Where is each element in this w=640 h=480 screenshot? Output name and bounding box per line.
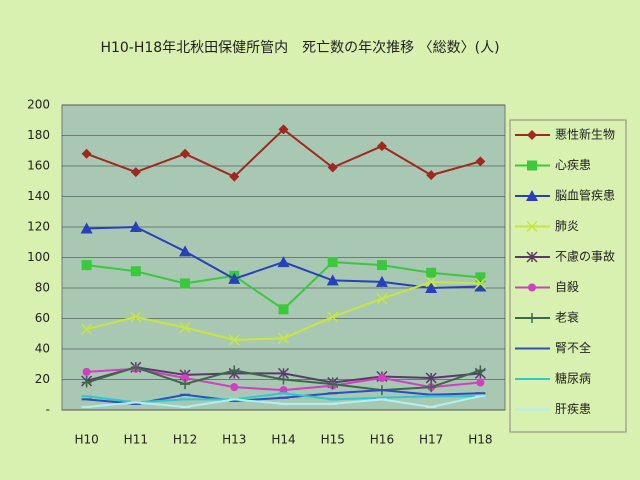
x-tick-label: H12: [173, 433, 197, 447]
point: [425, 282, 438, 293]
point: [230, 383, 239, 392]
x-tick-label: H17: [419, 433, 443, 447]
legend-label: 肝疾患: [555, 401, 591, 416]
point: [426, 267, 437, 278]
x-tick-label: H11: [124, 433, 148, 447]
legend-label: 腎不全: [555, 340, 591, 355]
point: [130, 362, 141, 373]
y-tick-label: 100: [27, 250, 50, 264]
point: [229, 365, 240, 376]
point: [277, 256, 290, 268]
point: [475, 156, 486, 167]
point: [130, 311, 142, 323]
point: [179, 245, 192, 257]
x-tick-label: H16: [370, 433, 394, 447]
point: [81, 148, 92, 159]
point: [425, 372, 437, 384]
point: [327, 257, 338, 268]
point: [277, 332, 290, 344]
point: [327, 379, 338, 390]
point: [376, 260, 387, 271]
legend-label: 自殺: [555, 280, 579, 294]
legend-marker: [526, 251, 538, 263]
point: [179, 322, 191, 334]
legend-marker: [527, 130, 537, 140]
point: [279, 386, 288, 395]
legend-label: 悪性新生物: [555, 127, 615, 142]
y-tick-label: 40: [35, 342, 50, 356]
y-tick-label: 140: [27, 189, 50, 203]
point: [129, 221, 142, 232]
point: [81, 377, 92, 388]
point: [377, 373, 386, 382]
point: [130, 266, 141, 277]
point: [425, 276, 437, 288]
y-tick-label: -: [46, 403, 50, 417]
point: [81, 323, 93, 335]
point: [180, 379, 191, 390]
y-tick-label: 200: [27, 98, 50, 112]
legend-label: 糖尿病: [555, 371, 591, 386]
legend-label: 心疾患: [555, 157, 591, 172]
point: [476, 378, 485, 387]
legend-marker: [526, 220, 538, 233]
point: [130, 167, 141, 178]
point: [426, 170, 437, 181]
point: [228, 334, 240, 346]
point: [376, 141, 387, 152]
point: [228, 272, 241, 284]
legend-marker: [528, 283, 536, 292]
point: [474, 280, 487, 292]
point: [327, 162, 338, 173]
y-tick-label: 60: [35, 311, 50, 325]
x-tick-label: H14: [271, 433, 295, 447]
point: [180, 278, 191, 289]
point: [375, 275, 388, 287]
legend-marker: [527, 313, 537, 323]
x-tick-label: H18: [468, 433, 492, 447]
point: [326, 274, 339, 286]
legend-label: 不慮の事故: [555, 249, 615, 264]
y-tick-label: 180: [27, 128, 50, 142]
point: [376, 293, 388, 305]
point: [180, 148, 191, 159]
y-tick-label: 20: [35, 372, 50, 386]
y-tick-label: 80: [35, 281, 50, 295]
legend-label: 老衰: [555, 310, 579, 325]
point: [278, 124, 289, 135]
legend-label: 脳血管疾患: [555, 188, 615, 203]
point: [426, 382, 437, 393]
point: [475, 272, 486, 283]
point: [475, 365, 486, 376]
chart-title: H10-H18年北秋田保健所管内 死亡数の年次推移 〈総数〉(人): [100, 40, 499, 56]
point: [81, 260, 92, 271]
legend-label: 肺炎: [555, 219, 579, 233]
x-tick-label: H13: [222, 433, 246, 447]
point: [278, 374, 289, 385]
y-tick-label: 120: [27, 220, 50, 234]
x-tick-label: H15: [321, 433, 345, 447]
point: [229, 171, 240, 182]
y-tick-label: 160: [27, 159, 50, 173]
point: [474, 277, 486, 289]
legend-marker: [526, 190, 538, 201]
x-tick-label: H10: [74, 433, 98, 447]
legend-marker: [527, 160, 537, 171]
point: [80, 222, 93, 234]
point: [327, 311, 339, 323]
point: [278, 304, 289, 315]
point: [181, 373, 190, 382]
point: [82, 367, 91, 376]
